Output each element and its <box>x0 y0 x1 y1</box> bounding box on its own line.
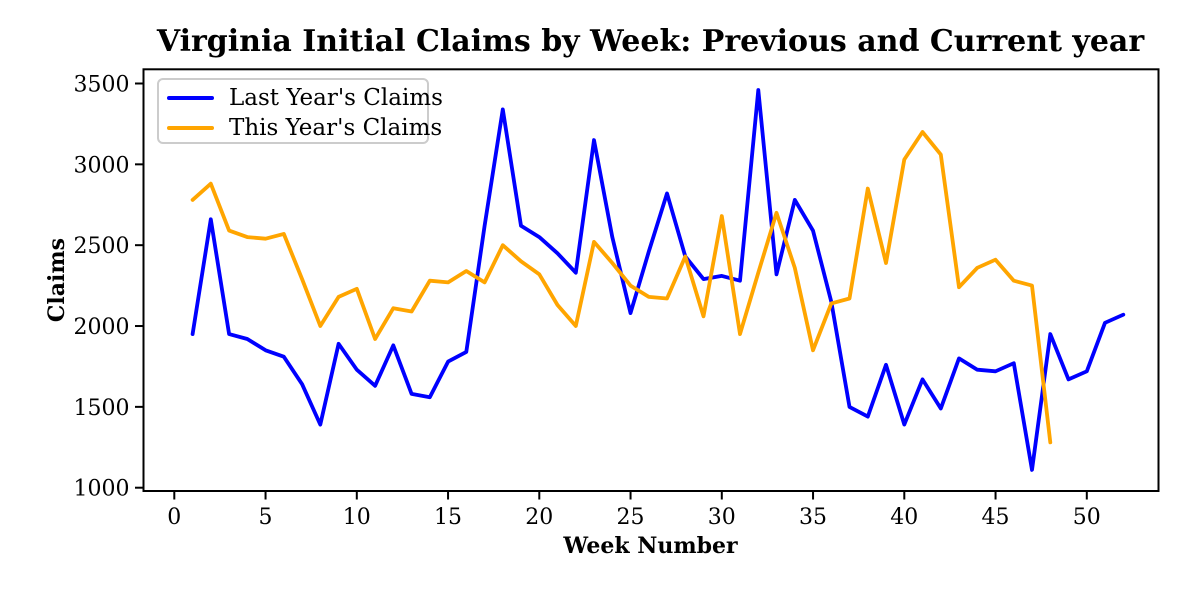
legend-swatch-last-year-line <box>167 96 214 100</box>
chart-title: Virginia Initial Claims by Week: Previou… <box>156 24 1145 59</box>
x-tick-label: 25 <box>617 505 645 530</box>
x-tick-label: 35 <box>799 505 827 530</box>
plot-frame <box>142 68 1160 493</box>
line-last-years-claims <box>190 88 1126 472</box>
x-tick-label: 50 <box>1073 505 1101 530</box>
x-tick-label: 30 <box>708 505 736 530</box>
x-tick-label: 20 <box>525 505 553 530</box>
x-tick-label: 0 <box>167 505 181 530</box>
x-tick-label: 10 <box>343 505 371 530</box>
legend-swatch-this-year-line <box>167 126 214 130</box>
y-tick-label: 1000 <box>74 477 130 502</box>
legend-label-this-year: This Year's Claims <box>229 115 443 141</box>
x-axis-label: Week Number <box>563 533 738 559</box>
y-tick-label: 1500 <box>74 396 130 421</box>
x-tick-label: 40 <box>890 505 918 530</box>
y-tick-label: 2000 <box>74 315 130 340</box>
line-this-years-claims <box>190 130 1053 445</box>
y-tick-label: 2500 <box>74 234 130 259</box>
legend-label-last-year: Last Year's Claims <box>229 85 443 111</box>
x-tick-label: 15 <box>434 505 462 530</box>
legend-item-this-year: This Year's Claims <box>159 113 442 143</box>
x-tick-label: 45 <box>982 505 1010 530</box>
legend: Last Year's Claims This Year's Claims <box>157 78 443 144</box>
y-tick-label: 3500 <box>74 73 130 98</box>
x-tick-label: 5 <box>259 505 273 530</box>
legend-item-last-year: Last Year's Claims <box>159 83 443 113</box>
y-tick-label: 3000 <box>74 153 130 178</box>
